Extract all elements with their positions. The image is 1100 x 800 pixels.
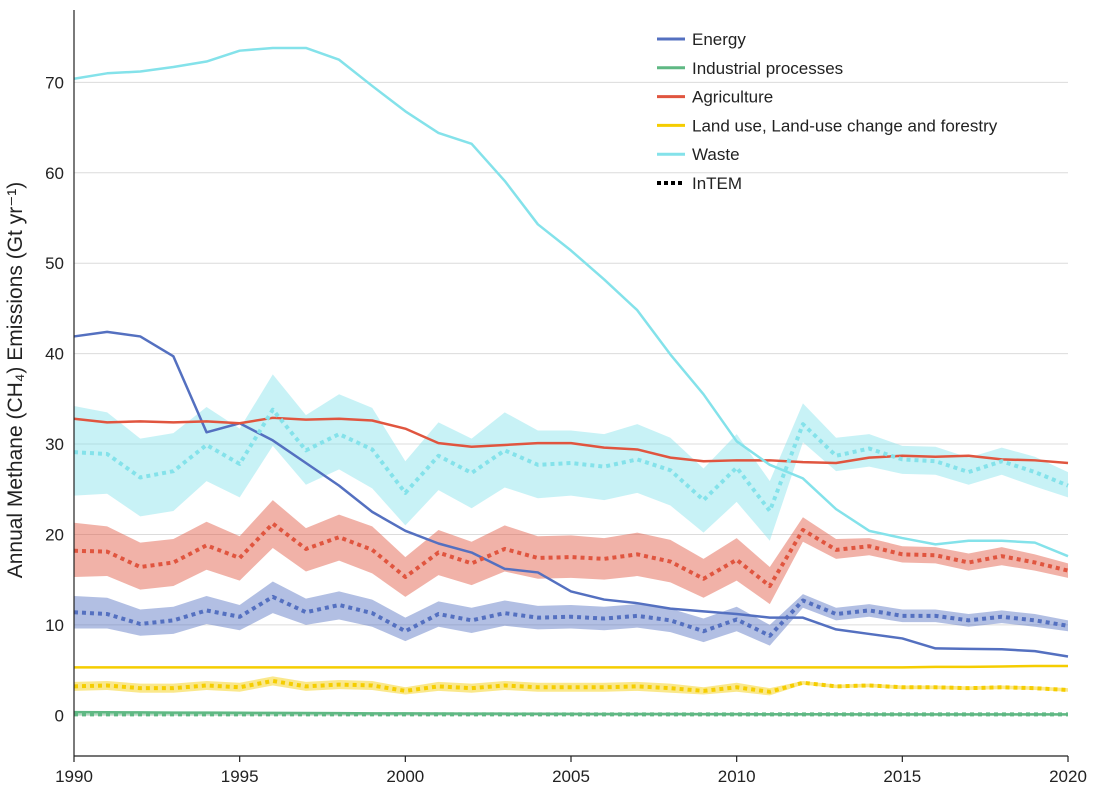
y-tick-label-10: 10 bbox=[45, 616, 64, 635]
y-tick-label-50: 50 bbox=[45, 254, 64, 273]
legend-label-waste: Waste bbox=[692, 145, 740, 164]
x-tick-label-2020: 2020 bbox=[1049, 767, 1087, 786]
intem-line-energy bbox=[73, 594, 1069, 638]
uncertainty-band-energy bbox=[74, 581, 1068, 646]
intem-line-land-use-land-use-change-and-forestry bbox=[73, 678, 1069, 694]
intem-line-agriculture bbox=[73, 521, 1069, 589]
legend-label-intem: InTEM bbox=[692, 174, 742, 193]
uncertainty-bands bbox=[74, 374, 1068, 716]
gridlines bbox=[74, 81, 1068, 716]
x-tick-label-1990: 1990 bbox=[55, 767, 93, 786]
x-tick-label-2005: 2005 bbox=[552, 767, 590, 786]
uncertainty-band-waste bbox=[74, 374, 1068, 541]
x-tick-label-2015: 2015 bbox=[883, 767, 921, 786]
legend-label-land-use-land-use-change-and-forestry: Land use, Land-use change and forestry bbox=[692, 116, 998, 135]
x-tick-labels: 1990 1995 2000 2005 2010 2015 2020 bbox=[55, 767, 1087, 786]
line-waste bbox=[73, 46, 1069, 558]
y-tick-label-30: 30 bbox=[45, 435, 64, 454]
legend-label-industrial-processes: Industrial processes bbox=[692, 59, 843, 78]
legend-label-agriculture: Agriculture bbox=[692, 88, 773, 107]
line-agriculture bbox=[73, 416, 1069, 465]
y-tick-label-60: 60 bbox=[45, 164, 64, 183]
y-tick-label-70: 70 bbox=[45, 73, 64, 92]
x-tick-label-2010: 2010 bbox=[718, 767, 756, 786]
axes bbox=[73, 10, 1069, 762]
line-land-use-land-use-change-and-forestry bbox=[74, 664, 1068, 669]
uncertainty-band-agriculture bbox=[74, 500, 1068, 605]
intem-lines bbox=[73, 407, 1069, 717]
y-tick-labels: 0 10 20 30 40 50 60 70 bbox=[45, 73, 64, 725]
intem-line-waste bbox=[73, 407, 1069, 513]
y-tick-label-20: 20 bbox=[45, 525, 64, 544]
y-tick-label-0: 0 bbox=[55, 706, 64, 725]
legend-label-energy: Energy bbox=[692, 30, 746, 49]
legend: Energy Industrial processes Agriculture Lan… bbox=[657, 30, 998, 193]
x-tick-label-2000: 2000 bbox=[386, 767, 424, 786]
y-axis-title: Annual Methane (CH₄) Emissions (Gt yr⁻¹) bbox=[4, 182, 27, 579]
y-tick-label-40: 40 bbox=[45, 345, 64, 364]
x-tick-label-1995: 1995 bbox=[221, 767, 259, 786]
